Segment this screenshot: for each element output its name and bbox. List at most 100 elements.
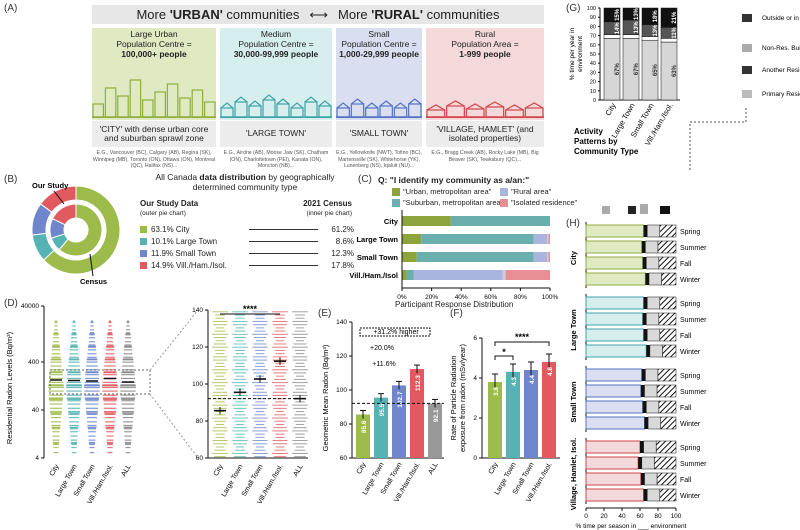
bar <box>524 370 538 458</box>
data-point-band <box>87 346 97 348</box>
bar-value-label: 13% <box>653 24 659 37</box>
data-point-band <box>48 394 64 396</box>
data-point-band <box>102 384 118 387</box>
data-point-band <box>292 359 308 361</box>
x-category-label: City <box>356 461 368 475</box>
census-value: 12.3% <box>331 249 354 258</box>
data-point-band <box>275 433 285 435</box>
stacked-bar-segment <box>622 34 640 39</box>
data-point-band <box>252 333 268 335</box>
data-point-band <box>125 452 131 454</box>
data-point-band <box>89 334 95 336</box>
data-point-band <box>54 329 58 331</box>
data-point-band <box>212 430 228 432</box>
data-point-band <box>69 424 79 427</box>
non-res-segment <box>644 384 658 398</box>
arrow-icon <box>249 229 318 230</box>
quote-text: 'LARGE TOWN' <box>245 128 307 139</box>
quote-text: 'VILLAGE, HAMLET' (and isolated properti… <box>436 123 534 143</box>
data-point-band <box>53 332 59 334</box>
building-icon <box>465 108 485 118</box>
data-point-band <box>212 359 228 361</box>
data-point-band <box>235 411 245 413</box>
card-examples: E.G., Airdrie (AB), Moose Jaw (SK), Chat… <box>223 150 329 169</box>
data-point-band <box>68 410 80 413</box>
data-point-band <box>123 349 133 351</box>
building-icon <box>318 105 332 118</box>
y-tick-label: 20 <box>590 80 596 86</box>
legend-icon <box>742 14 752 22</box>
season-label: Summer <box>680 389 707 396</box>
data-point-band <box>122 416 134 419</box>
data-point-band <box>103 371 117 373</box>
primary-segment <box>585 240 643 254</box>
primary-segment <box>585 224 645 238</box>
data-point-band <box>125 332 131 334</box>
building-icon <box>365 107 379 118</box>
data-point-band <box>212 356 228 358</box>
bar-segment <box>450 216 550 226</box>
data-point-band <box>255 401 265 403</box>
data-point-band <box>272 356 288 358</box>
data-point-band <box>105 358 115 360</box>
data-point-band <box>89 337 95 339</box>
data-point-band <box>126 322 130 324</box>
data-point-band <box>232 369 248 371</box>
data-point-band <box>120 386 136 389</box>
data-point-band <box>235 423 245 425</box>
data-point-band <box>67 374 81 376</box>
data-point-band <box>53 442 59 444</box>
data-point-band <box>295 436 305 438</box>
stacked-bar-segment <box>603 34 621 39</box>
data-point-band <box>87 424 97 427</box>
data-point-band <box>70 345 78 347</box>
building-icon <box>104 87 117 118</box>
data-point-band <box>69 356 79 358</box>
data-point-band <box>68 413 80 416</box>
season-label: Winter <box>680 493 701 500</box>
data-point-band <box>232 333 248 335</box>
another-res-segment <box>640 473 645 485</box>
outside-segment <box>659 328 677 342</box>
building-icon <box>248 105 262 118</box>
data-point-band <box>272 333 288 335</box>
bar-value-label: 85.6 <box>361 420 368 433</box>
data-point-band <box>105 353 115 355</box>
legend-label: "Isolated residence" <box>511 198 578 207</box>
arrow-icon <box>249 241 318 242</box>
primary-residence-icon <box>602 206 610 214</box>
data-point-band <box>275 314 285 316</box>
roof-icon <box>248 100 262 107</box>
bar-segment <box>505 270 550 280</box>
data-point-band <box>51 424 61 427</box>
another-res-segment <box>641 369 646 381</box>
data-point-band <box>235 314 245 316</box>
roof-icon <box>365 102 379 109</box>
ring-gap <box>46 200 106 260</box>
data-point-band <box>214 420 226 422</box>
data-point-band <box>294 349 306 351</box>
double-arrow-icon: ⟷ <box>309 6 329 22</box>
data-point-band <box>275 411 285 413</box>
data-point-band <box>89 446 95 449</box>
data-point-band <box>232 430 248 432</box>
x-category-label: ALL <box>292 463 304 477</box>
data-point-band <box>124 345 132 347</box>
x-tick-label: 80% <box>514 294 527 301</box>
legend-swatch <box>140 238 147 245</box>
inner-pie-slice <box>51 203 77 226</box>
data-point-band <box>66 386 82 389</box>
data-point-band <box>48 386 64 389</box>
data-point-band <box>254 366 266 368</box>
data-point-band <box>86 412 98 414</box>
bar-value-label: 18% <box>653 10 659 23</box>
bar <box>428 403 442 458</box>
panel-b-title: All Canada data distribution by geograph… <box>155 172 335 193</box>
another-res-segment <box>642 401 647 413</box>
data-point-band <box>102 394 118 396</box>
data-point-band <box>252 440 268 442</box>
bar-segment <box>547 252 549 262</box>
data-point-band <box>252 320 268 322</box>
data-point-band <box>106 439 114 441</box>
card-quote: 'SMALL TOWN' <box>336 121 422 147</box>
